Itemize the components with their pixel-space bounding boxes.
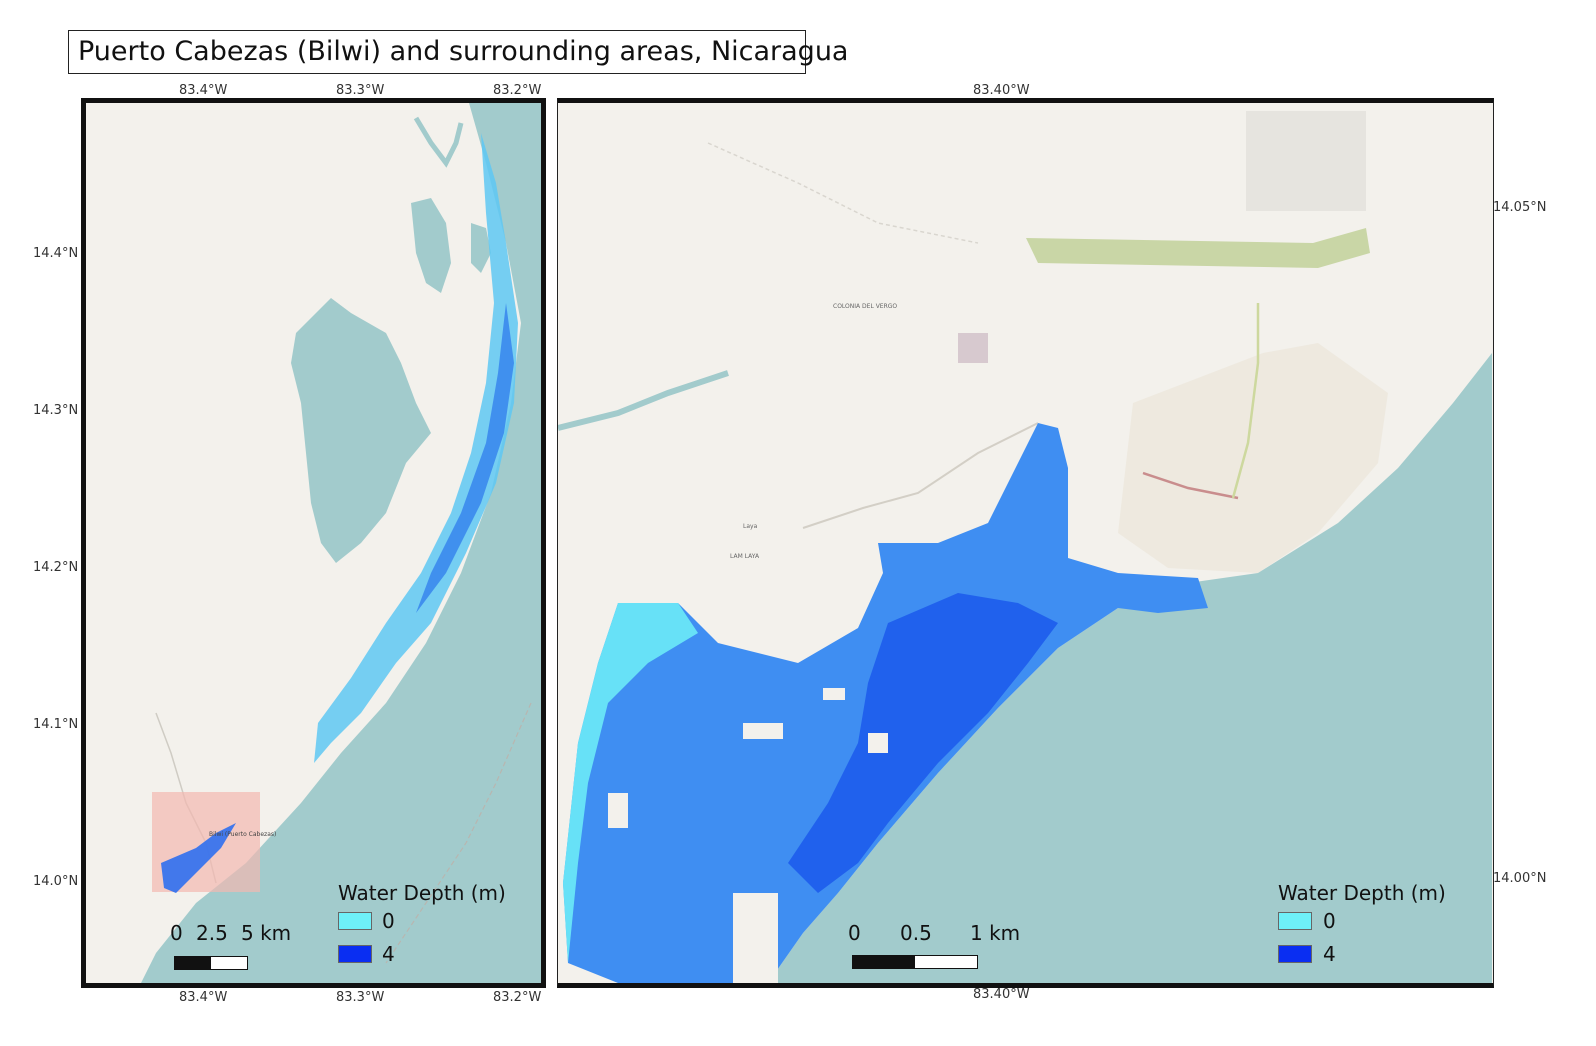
- left-scale-label-end: 5 km: [241, 921, 292, 945]
- right-scale-label-end: 1 km: [970, 921, 1021, 945]
- right-scale-bar-white: [914, 955, 978, 969]
- right-legend-label-shallow: 0: [1323, 909, 1336, 933]
- right-legend-title: Water Depth (m): [1278, 881, 1446, 905]
- left-bottom-lon-3: 83.2°W: [493, 990, 542, 1005]
- right-scale-label-0: 0: [848, 921, 861, 945]
- road-central: [1142, 471, 1239, 500]
- left-lat-3: 14.2°N: [33, 560, 79, 575]
- left-legend-label-deep: 4: [382, 942, 395, 966]
- airport-runway: [1026, 228, 1370, 268]
- right-lat-2: 14.00°N: [1493, 871, 1547, 886]
- left-bottom-lon-2: 83.3°W: [336, 990, 385, 1005]
- right-bottom-lon: 83.40°W: [973, 987, 1030, 1002]
- left-bottom-lon-1: 83.4°W: [179, 990, 228, 1005]
- overview-map-canvas: Bilwi (Puerto Cabezas): [86, 103, 541, 983]
- urban-area: [1118, 343, 1388, 573]
- left-scale-label-mid: 2.5: [196, 921, 228, 945]
- detail-map-canvas: COLONIA DEL VERGO LAM LAYA Laya: [558, 103, 1492, 983]
- place-lam-laya: LAM LAYA: [730, 553, 760, 560]
- overview-map[interactable]: Bilwi (Puerto Cabezas) Water Depth (m) 0…: [81, 98, 546, 988]
- flood-gap: [823, 688, 845, 700]
- river: [558, 370, 729, 431]
- place-colonia: COLONIA DEL VERGO: [833, 303, 897, 310]
- left-lat-1: 14.4°N: [33, 246, 79, 261]
- airport-restricted-area: [1246, 111, 1366, 211]
- flood-gap: [733, 893, 778, 983]
- place-laya: Laya: [743, 523, 758, 530]
- flood-gap: [608, 793, 628, 828]
- right-lat-1: 14.05°N: [1493, 200, 1547, 215]
- left-lat-2: 14.3°N: [33, 403, 79, 418]
- lagoon-north: [411, 198, 451, 293]
- sea-area: [141, 103, 541, 983]
- road-laya: [802, 422, 1039, 529]
- right-legend-label-deep: 4: [1323, 942, 1336, 966]
- road-diagonal: [385, 702, 532, 964]
- flood-shallow-edge: [563, 603, 698, 963]
- left-scale-bar-black: [174, 956, 212, 970]
- flood-deep-core: [788, 593, 1058, 893]
- left-legend-swatch-shallow: [338, 912, 372, 930]
- left-legend-label-shallow: 0: [382, 909, 395, 933]
- right-legend-swatch-deep: [1278, 945, 1312, 963]
- lagoon-large: [291, 298, 431, 563]
- map-title: Puerto Cabezas (Bilwi) and surrounding a…: [68, 30, 848, 74]
- left-top-lon-3: 83.2°W: [493, 83, 542, 98]
- road-avenue: [1231, 303, 1260, 499]
- bilwi-label: Bilwi (Puerto Cabezas): [209, 831, 276, 838]
- coastal-flood-strip: [314, 133, 518, 763]
- right-scale-bar-black: [852, 955, 916, 969]
- left-top-lon-2: 83.3°W: [336, 83, 385, 98]
- left-legend-swatch-deep: [338, 945, 372, 963]
- flood-gap: [868, 733, 888, 753]
- sea-area: [768, 353, 1492, 983]
- left-lat-5: 14.0°N: [33, 874, 79, 889]
- left-top-lon-1: 83.4°W: [179, 83, 228, 98]
- right-top-lon: 83.40°W: [973, 83, 1030, 98]
- right-legend-swatch-shallow: [1278, 912, 1312, 930]
- coastal-flood-deep: [416, 303, 514, 613]
- flood-gap: [743, 723, 783, 739]
- left-lat-4: 14.1°N: [33, 717, 79, 732]
- detail-map[interactable]: COLONIA DEL VERGO LAM LAYA Laya Water De…: [557, 98, 1494, 988]
- left-scale-label-0: 0: [170, 921, 183, 945]
- lagoon-east: [471, 223, 491, 273]
- river-north: [413, 116, 464, 168]
- right-scale-label-mid: 0.5: [900, 921, 932, 945]
- left-scale-bar-white: [210, 956, 248, 970]
- left-legend-title: Water Depth (m): [338, 881, 506, 905]
- urban-block-1: [958, 333, 988, 363]
- road-north: [707, 142, 979, 244]
- bilwi-flood: [161, 823, 236, 893]
